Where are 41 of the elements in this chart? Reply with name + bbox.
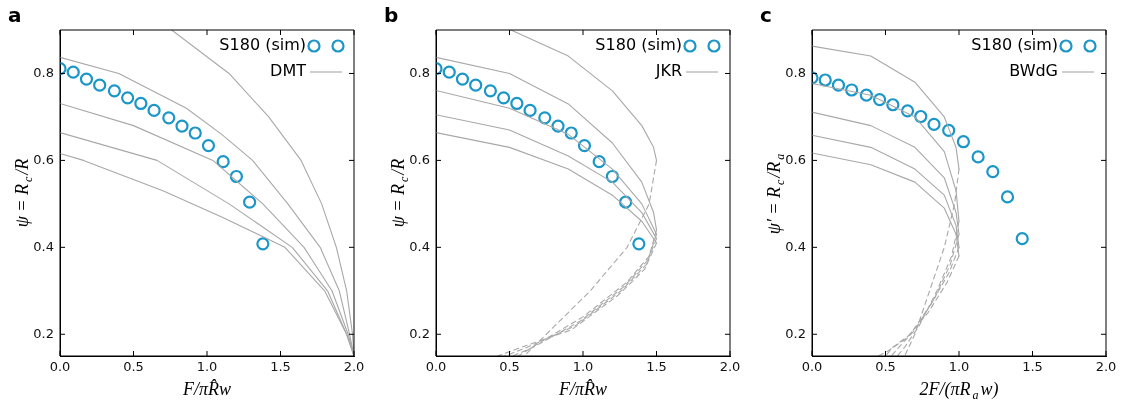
- chart-title: c: [760, 3, 772, 27]
- legend-label: JKR: [654, 61, 682, 81]
- x-axis-title: F/πR̂w: [181, 379, 232, 399]
- legend-label: S180 (sim): [595, 35, 682, 55]
- y-tick-label: 0.2: [409, 325, 430, 341]
- x-tick-label: 2.0: [1095, 358, 1117, 374]
- y-axis-title: ψ′ = Rc/Ra: [764, 153, 787, 235]
- y-tick-label: 0.2: [33, 325, 54, 341]
- y-tick-label: 0.6: [33, 151, 54, 167]
- x-tick-label: 1.0: [948, 358, 970, 374]
- legend-label: BWdG: [1009, 61, 1058, 81]
- x-tick-label: 1.0: [196, 358, 218, 374]
- y-tick-label: 0.8: [409, 64, 430, 80]
- x-tick-label: 0.0: [801, 358, 823, 374]
- legend-label: S180 (sim): [219, 35, 306, 55]
- chart-title: b: [384, 3, 399, 27]
- x-tick-label: 0.5: [875, 358, 896, 374]
- y-tick-label: 0.8: [785, 64, 806, 80]
- y-axis-title: ψ = Rc/R: [388, 158, 411, 228]
- chart-title: a: [8, 3, 22, 27]
- x-tick-label: 0.5: [499, 358, 520, 374]
- legend-label: S180 (sim): [971, 35, 1058, 55]
- x-tick-label: 2.0: [343, 358, 365, 374]
- x-tick-label: 1.5: [646, 358, 667, 374]
- x-tick-label: 0.5: [123, 358, 144, 374]
- y-tick-label: 0.4: [785, 238, 806, 254]
- x-tick-label: 1.5: [1022, 358, 1043, 374]
- legend-label: DMT: [270, 61, 307, 81]
- y-tick-label: 0.8: [33, 64, 54, 80]
- x-axis-title: F/πR̂w: [557, 379, 608, 399]
- y-axis-title: ψ = Rc/R: [12, 158, 35, 228]
- y-tick-label: 0.2: [785, 325, 806, 341]
- x-tick-label: 1.5: [270, 358, 291, 374]
- x-tick-label: 0.0: [425, 358, 447, 374]
- y-tick-label: 0.4: [33, 238, 54, 254]
- y-tick-label: 0.4: [409, 238, 430, 254]
- x-tick-label: 0.0: [49, 358, 71, 374]
- x-tick-label: 1.0: [572, 358, 594, 374]
- x-tick-label: 2.0: [719, 358, 741, 374]
- y-tick-label: 0.6: [785, 151, 806, 167]
- y-tick-label: 0.6: [409, 151, 430, 167]
